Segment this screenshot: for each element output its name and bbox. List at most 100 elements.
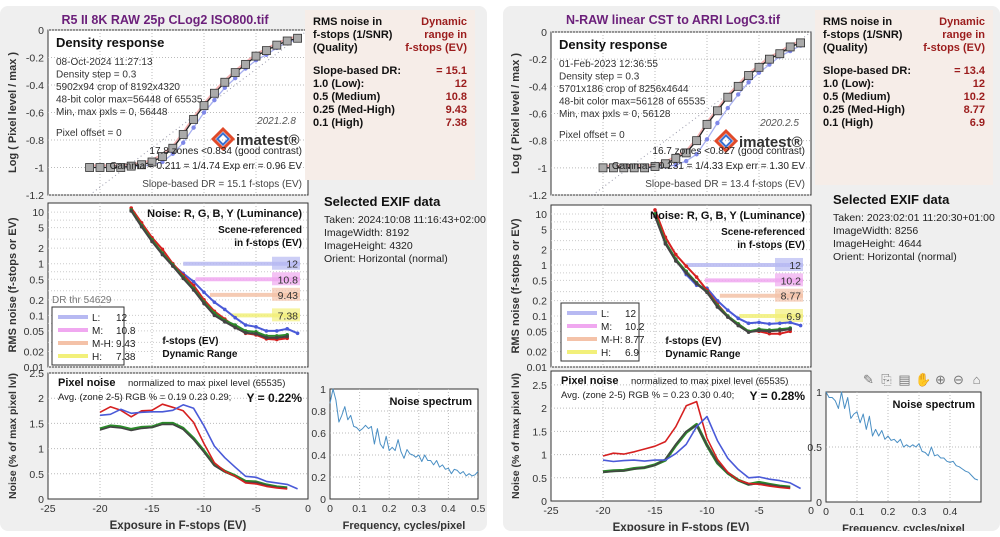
- spectrum-title: Noise spectrum: [389, 396, 472, 408]
- spectrum-axes-frame: [329, 388, 479, 500]
- x-tick-label: 0.5: [471, 503, 486, 515]
- noise-title: Noise: R, G, B, Y (Luminance): [147, 208, 302, 220]
- info-header-right-1: Dynamic: [421, 16, 467, 28]
- noise-subtitle: Scene-referenced: [218, 225, 302, 236]
- pixel-offset-label: Pixel offset = 0: [56, 128, 122, 139]
- noise-point-B: [243, 323, 248, 327]
- noise-point-Y: [653, 214, 657, 219]
- legend-icon[interactable]: ▤: [898, 372, 911, 387]
- density-zone-marker: [199, 101, 209, 111]
- density-zone-marker: [619, 163, 629, 173]
- y-tick-label: 2: [541, 403, 547, 415]
- legend-label: H:: [92, 352, 102, 363]
- x-tick-label: 0: [823, 506, 829, 518]
- imatest-logo-icon-inner: [215, 131, 231, 147]
- noise-point-Y: [275, 335, 279, 340]
- density-chart: 0 -0.2 -0.4 -0.6 -0.8 -1 -1.2 Density response 0…: [510, 27, 812, 202]
- x-tick-label: -20: [92, 503, 107, 515]
- pixel-noise-axes-frame: [47, 372, 309, 500]
- pixel-noise-line-Y: [99, 423, 288, 490]
- noise-point-B: [736, 316, 740, 321]
- brush-icon[interactable]: ✎: [863, 372, 874, 387]
- pixel-noise-line-Y: [602, 424, 791, 489]
- noise-point-Y: [150, 239, 154, 244]
- pixel-noise-x-axis-label: Exposure in F-stops (EV): [110, 520, 247, 531]
- noise-y-axis-label: RMS noise (f-stops or EV): [7, 217, 19, 352]
- spectrum-title: Noise spectrum: [892, 399, 975, 411]
- legend-value: 8.77: [625, 335, 645, 346]
- gamma-label: Gamma = 0.231 = 1/4.33 Exp err = 1.30 EV: [612, 161, 805, 172]
- x-tick-label: -25: [543, 505, 558, 517]
- density-y-axis-label: Log ( Pixel level / max ): [7, 52, 19, 173]
- x-tick-label: -15: [144, 503, 159, 515]
- noise-point-B: [233, 315, 237, 320]
- density-info-line: Min, max pxls = 0, 56128: [559, 109, 671, 120]
- noise-point-R: [684, 264, 688, 268]
- legend-value: 10.8: [116, 326, 136, 337]
- spectrum-x-axis-label: Frequency, cycles/pixel: [343, 520, 466, 531]
- zoom-out-icon[interactable]: ⊖: [953, 372, 964, 387]
- dr-level-badge: [775, 308, 803, 322]
- y-tick-label: -0.8: [26, 135, 44, 147]
- legend-label: M-H:: [92, 339, 114, 350]
- density-zone-marker: [712, 106, 722, 116]
- zones-label: 16.7 zones <0.827 (good contrast): [652, 146, 805, 157]
- legend-value: 12: [625, 309, 637, 320]
- noise-point-Y: [705, 290, 709, 295]
- density-zone-marker: [775, 49, 785, 59]
- zoom-in-icon[interactable]: ⊕: [935, 372, 946, 387]
- y-tick-label: 0.01: [24, 362, 45, 374]
- y-tick-label: 10: [32, 207, 44, 219]
- y-tick-label: 1: [816, 387, 822, 399]
- y-tick-label: 0.8: [311, 406, 326, 418]
- density-zone-marker: [178, 130, 188, 139]
- figure-title: R5 II 8K RAW 25p CLog2 ISO800.tif: [62, 13, 270, 27]
- pan-hand-icon[interactable]: ✋: [915, 372, 932, 387]
- noise-title: Noise: R, G, B, Y (Luminance): [650, 210, 805, 222]
- legend-label: M-H:: [601, 335, 623, 346]
- density-blue-point: [673, 162, 678, 168]
- legend-label: L:: [92, 313, 100, 324]
- dr-level-value: 7.38: [278, 310, 299, 322]
- dr-row-value: 9.43: [445, 104, 467, 116]
- imatest-figure-left: R5 II 8K RAW 25p CLog2 ISO800.tif 0 -0.2 -0…: [7, 13, 486, 531]
- noise-point-B: [212, 300, 217, 304]
- density-zone-marker: [85, 163, 94, 172]
- x-tick-label: 0.1: [850, 506, 865, 518]
- print-icon[interactable]: ⎘: [881, 372, 892, 387]
- noise-point-Y: [757, 328, 761, 333]
- noise-point-Y: [694, 281, 699, 286]
- pixel-noise-chart: 0 0.5 1 1.5 2 2.5 -25 -20 -15 -10 -5 0 Pixel noise no…: [510, 370, 814, 531]
- zones-label: 17.8 zones <0.834 (good contrast): [149, 146, 302, 157]
- home-icon[interactable]: ⌂: [972, 372, 981, 387]
- exif-line: Orient: Horizontal (normal): [833, 251, 957, 263]
- noise-point-B: [798, 323, 803, 328]
- pixel-noise-avg: Avg. (zone 2-5) RGB % = 0.23 0.30 0.40;: [561, 390, 734, 401]
- y-tick-label: -0.6: [529, 109, 547, 121]
- pixel-noise-title: Pixel noise: [58, 377, 115, 389]
- y-tick-label: 2.5: [532, 380, 547, 392]
- imatest-logo-icon: [210, 126, 236, 152]
- pixel-noise-y-axis-label: Noise (% of max pixel lvl): [7, 373, 19, 499]
- y-tick-label: -1: [35, 163, 44, 175]
- noise-point-Y: [243, 330, 248, 335]
- dr-row-value: 10.8: [445, 91, 467, 103]
- dr-row-label: 1.0 (Low):: [823, 78, 875, 90]
- spectrum-chart: 0 0.1 0.2 0.3 0.4 0 0.5 1 Noise spectrum Frequenc…: [807, 387, 982, 531]
- noise-footer: Dynamic Range: [162, 349, 237, 360]
- y-tick-label: 0.02: [527, 347, 548, 359]
- y-tick-label: 0: [38, 25, 44, 37]
- exif-line: ImageHeight: 4644: [833, 238, 922, 250]
- pixel-noise-line-B: [99, 403, 298, 490]
- dr-row-value: 12: [454, 78, 467, 90]
- x-tick-label: -20: [595, 505, 610, 517]
- dr-row-value: = 15.1: [436, 65, 467, 77]
- density-blue-point: [725, 105, 730, 111]
- density-zone-marker: [640, 163, 650, 173]
- dr-level-badge: [775, 273, 803, 287]
- pixel-noise-chart: 0 0.5 1 1.5 2 2.5 -25 -20 -15 -10 -5 0 Pixel noise no…: [7, 368, 311, 531]
- dr-level-badge: [272, 308, 300, 322]
- dr-row-label: 0.25 (Med-High): [313, 104, 395, 116]
- pixel-noise-line-B: [602, 415, 801, 490]
- x-tick-label: 0.2: [881, 506, 896, 518]
